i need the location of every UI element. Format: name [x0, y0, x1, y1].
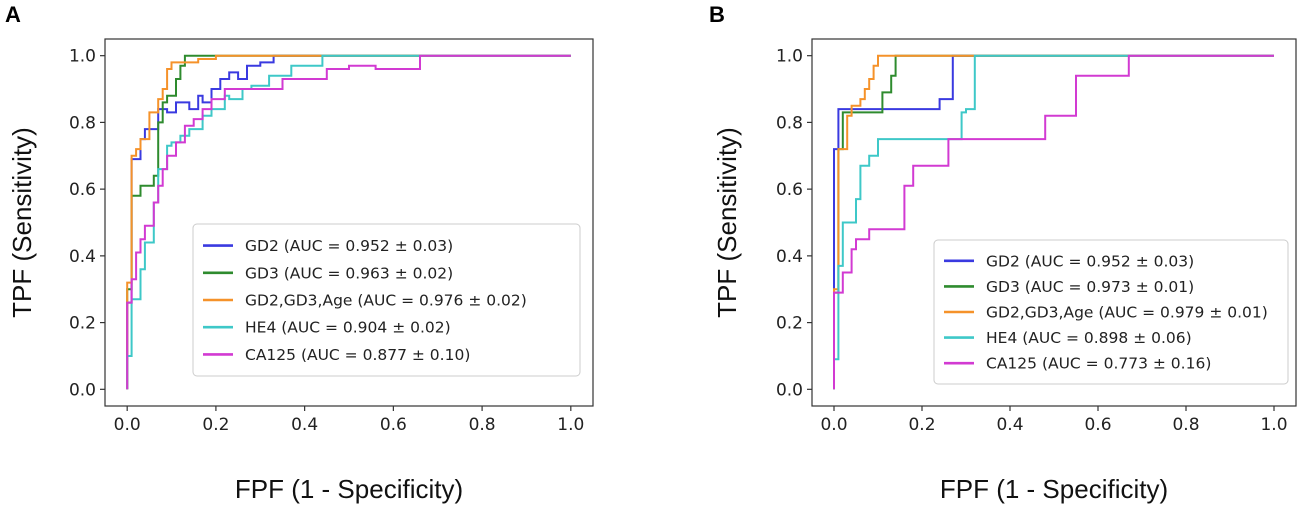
x-axis-label: FPF (1 - Specificity): [940, 474, 1168, 504]
panel-b: B 0.0 0.2 0.4 0.6 0.8 1.0 0.0 0.2 0.4 0.6 0.8 1.0 G…: [709, 2, 1297, 504]
roc-series-line: [833, 54, 1274, 390]
y-tick-label: 0.2: [776, 314, 803, 334]
legend-entry: GD2,GD3,Age (AUC = 0.979 ± 0.01): [986, 304, 1268, 322]
roc-series-line: [833, 54, 1274, 390]
tick-group: 0.0 0.2 0.4 0.6 0.8 1.0 0.0 0.2 0.4 0.6 0.8 1.0: [776, 47, 1288, 435]
y-tick-label: 0.8: [69, 113, 96, 133]
y-tick-label: 0.0: [69, 380, 96, 400]
x-tick-label: 0.2: [908, 415, 935, 435]
legend: GD2 (AUC = 0.952 ± 0.03) GD3 (AUC = 0.973…: [933, 239, 1289, 385]
legend-entry: GD3 (AUC = 0.963 ± 0.02): [245, 264, 453, 282]
legend-entry: HE4 (AUC = 0.898 ± 0.06): [986, 329, 1192, 347]
x-tick-label: 0.4: [996, 415, 1023, 435]
x-tick-label: 0.4: [291, 415, 318, 435]
y-tick-label: 1.0: [69, 47, 96, 67]
legend-entry: CA125 (AUC = 0.773 ± 0.16): [986, 355, 1211, 373]
y-tick-label: 0.4: [69, 247, 96, 267]
x-tick-label: 0.0: [114, 415, 141, 435]
x-tick-label: 0.6: [1084, 415, 1111, 435]
x-tick-label: 0.8: [1172, 415, 1199, 435]
roc-series-line: [126, 54, 571, 390]
x-tick-label: 0.0: [820, 415, 847, 435]
x-tick-label: 0.2: [202, 415, 229, 435]
y-tick-label: 1.0: [776, 47, 803, 67]
panel-label: A: [5, 2, 21, 27]
y-tick-label: 0.6: [776, 180, 803, 200]
legend-entry: HE4 (AUC = 0.904 ± 0.02): [245, 319, 451, 337]
series-lines: [833, 54, 1274, 390]
y-tick-label: 0.8: [776, 113, 803, 133]
x-tick-label: 0.6: [380, 415, 407, 435]
tick-group: 0.0 0.2 0.4 0.6 0.8 1.0 0.0 0.2 0.4 0.6 0.8 1.0: [69, 47, 584, 435]
plot-frame: [811, 38, 1297, 407]
plot-frame: [104, 38, 594, 407]
y-tick-label: 0.0: [776, 380, 803, 400]
x-tick-label: 0.8: [469, 415, 496, 435]
y-tick-label: 0.2: [69, 314, 96, 334]
legend: GD2 (AUC = 0.952 ± 0.03) GD3 (AUC = 0.963…: [192, 223, 581, 377]
roc-series-line: [126, 54, 571, 390]
roc-series-line: [126, 54, 571, 390]
legend-box: [933, 239, 1289, 385]
legend-entry: GD2 (AUC = 0.952 ± 0.03): [986, 252, 1194, 270]
series-lines: [126, 54, 571, 390]
roc-series-line: [126, 54, 571, 390]
roc-series-line: [833, 54, 1274, 390]
x-tick-label: 1.0: [557, 415, 584, 435]
legend-entry: CA125 (AUC = 0.877 ± 0.10): [245, 346, 470, 364]
y-tick-label: 0.6: [69, 180, 96, 200]
x-tick-label: 1.0: [1260, 415, 1287, 435]
panel-a: A 0.0 0.2 0.4 0.6 0.8 1.0 0.0 0.2 0.4 0.6 0.8 1.0 G…: [5, 2, 594, 504]
x-axis-label: FPF (1 - Specificity): [235, 474, 463, 504]
legend-entry: GD2 (AUC = 0.952 ± 0.03): [245, 237, 453, 255]
roc-series-line: [833, 54, 1274, 390]
y-tick-label: 0.4: [776, 247, 803, 267]
panel-label: B: [709, 2, 725, 27]
legend-box: [192, 223, 581, 377]
y-axis-label: TPF (Sensitivity): [712, 127, 742, 318]
legend-entry: GD2,GD3,Age (AUC = 0.976 ± 0.02): [245, 292, 527, 310]
legend-entry: GD3 (AUC = 0.973 ± 0.01): [986, 278, 1194, 296]
y-axis-label: TPF (Sensitivity): [7, 127, 37, 318]
